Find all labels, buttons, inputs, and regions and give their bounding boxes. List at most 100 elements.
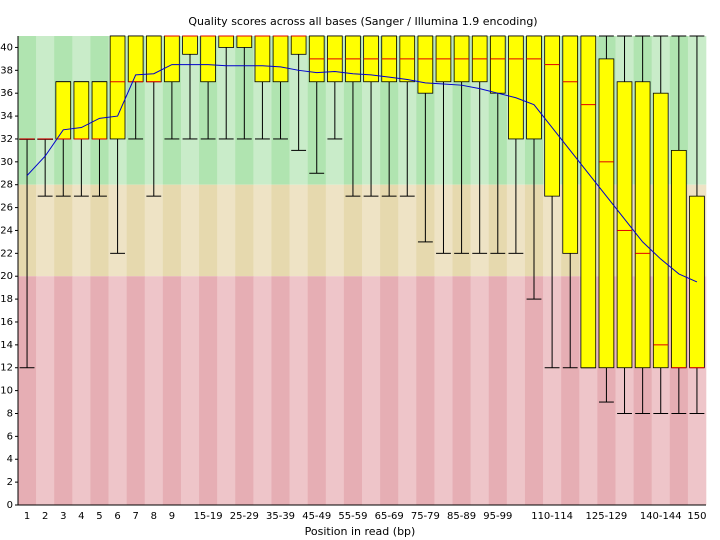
y-tick-label: 8 — [7, 408, 13, 419]
zone-stripe — [36, 276, 55, 505]
box — [164, 35, 180, 83]
zone-stripe — [307, 184, 327, 277]
zone-stripe — [54, 184, 73, 277]
x-tick-label: 8 — [151, 511, 157, 522]
zone-stripe — [253, 184, 272, 277]
x-tick-label: 45-49 — [302, 511, 331, 522]
zone-stripe — [362, 184, 381, 277]
chart-title: Quality scores across all bases (Sanger … — [188, 15, 537, 28]
box — [73, 81, 90, 140]
zone-stripe — [235, 184, 254, 277]
x-tick-label: 5 — [96, 511, 102, 522]
x-tick-label: 6 — [114, 511, 120, 522]
x-tick-label: 1 — [24, 511, 30, 522]
zone-stripe — [380, 184, 399, 277]
zone-stripe — [180, 184, 200, 277]
x-tick-label: 35-39 — [266, 511, 295, 522]
x-tick-label: 9 — [169, 511, 175, 522]
x-tick-label: 7 — [132, 511, 138, 522]
zone-stripe — [36, 36, 55, 185]
box — [562, 35, 579, 254]
zone-stripe — [253, 276, 272, 505]
x-tick-label: 25-29 — [230, 511, 259, 522]
box — [417, 35, 434, 94]
x-tick-label: 2 — [42, 511, 48, 522]
y-tick-label: 4 — [7, 454, 13, 465]
box — [616, 81, 633, 369]
y-tick-label: 6 — [7, 431, 13, 442]
zone-stripe — [470, 276, 490, 505]
zone-stripe — [90, 276, 109, 505]
zone-stripe — [398, 276, 417, 505]
y-tick-label: 34 — [0, 111, 13, 122]
x-tick-label: 95-99 — [483, 511, 512, 522]
x-tick-label: 3 — [60, 511, 66, 522]
y-tick-label: 0 — [7, 500, 13, 511]
zone-stripe — [271, 184, 290, 277]
zone-stripe — [307, 276, 327, 505]
zone-stripe — [343, 184, 363, 277]
y-tick-label: 28 — [0, 180, 13, 191]
zone-stripe — [199, 184, 218, 277]
zone-stripe — [217, 184, 236, 277]
box — [580, 35, 597, 369]
box — [652, 92, 669, 369]
x-tick-label: 75-79 — [411, 511, 440, 522]
box — [526, 35, 542, 140]
zone-stripe — [488, 276, 508, 505]
zone-stripe — [180, 276, 200, 505]
zone-stripe — [144, 184, 164, 277]
mean-line — [26, 64, 698, 283]
zone-stripe — [162, 184, 182, 277]
box — [272, 35, 289, 83]
y-tick-label: 32 — [0, 134, 13, 145]
zone-stripe — [126, 276, 146, 505]
zone-stripe — [144, 276, 164, 505]
x-tick-label: 140-144 — [640, 511, 682, 522]
zone-stripe — [199, 276, 218, 505]
zone-stripe — [235, 276, 254, 505]
zone-stripe — [380, 276, 399, 505]
box — [200, 35, 216, 83]
x-tick-label: 4 — [78, 511, 84, 522]
zone-stripe — [325, 184, 345, 277]
x-tick-label: 15-19 — [194, 511, 223, 522]
x-tick-label: 85-89 — [447, 511, 476, 522]
zone-stripe — [452, 276, 471, 505]
y-tick-label: 36 — [0, 88, 13, 99]
zone-stripe — [289, 184, 308, 277]
zone-stripe — [108, 276, 127, 505]
y-tick-label: 12 — [0, 363, 13, 374]
box — [598, 58, 615, 369]
zone-stripe — [271, 276, 290, 505]
box — [218, 35, 235, 48]
y-tick-label: 24 — [0, 225, 13, 236]
y-tick-label: 10 — [0, 386, 13, 397]
box — [489, 35, 506, 94]
x-tick-label: 55-59 — [338, 511, 367, 522]
box — [290, 35, 307, 55]
x-tick-label: 150 — [687, 511, 706, 522]
zone-stripe — [72, 184, 91, 277]
zone-stripe — [162, 276, 182, 505]
y-tick-label: 16 — [0, 317, 13, 328]
zone-stripe — [325, 276, 345, 505]
zone-stripe — [126, 184, 146, 277]
zone-stripe — [217, 276, 236, 505]
y-tick-label: 2 — [7, 477, 13, 488]
zone-stripe — [36, 184, 55, 277]
zone-stripe — [362, 276, 381, 505]
x-tick-label: 65-69 — [375, 511, 404, 522]
zone-stripe — [524, 276, 544, 505]
y-tick-label: 14 — [0, 340, 13, 351]
zone-stripe — [289, 276, 308, 505]
zone-stripe — [54, 276, 73, 505]
y-tick-label: 20 — [0, 271, 13, 282]
box — [671, 149, 687, 369]
zone-stripe — [18, 276, 37, 505]
box — [508, 35, 524, 140]
box — [182, 35, 198, 55]
y-tick-label: 30 — [0, 157, 13, 168]
box — [109, 35, 126, 140]
